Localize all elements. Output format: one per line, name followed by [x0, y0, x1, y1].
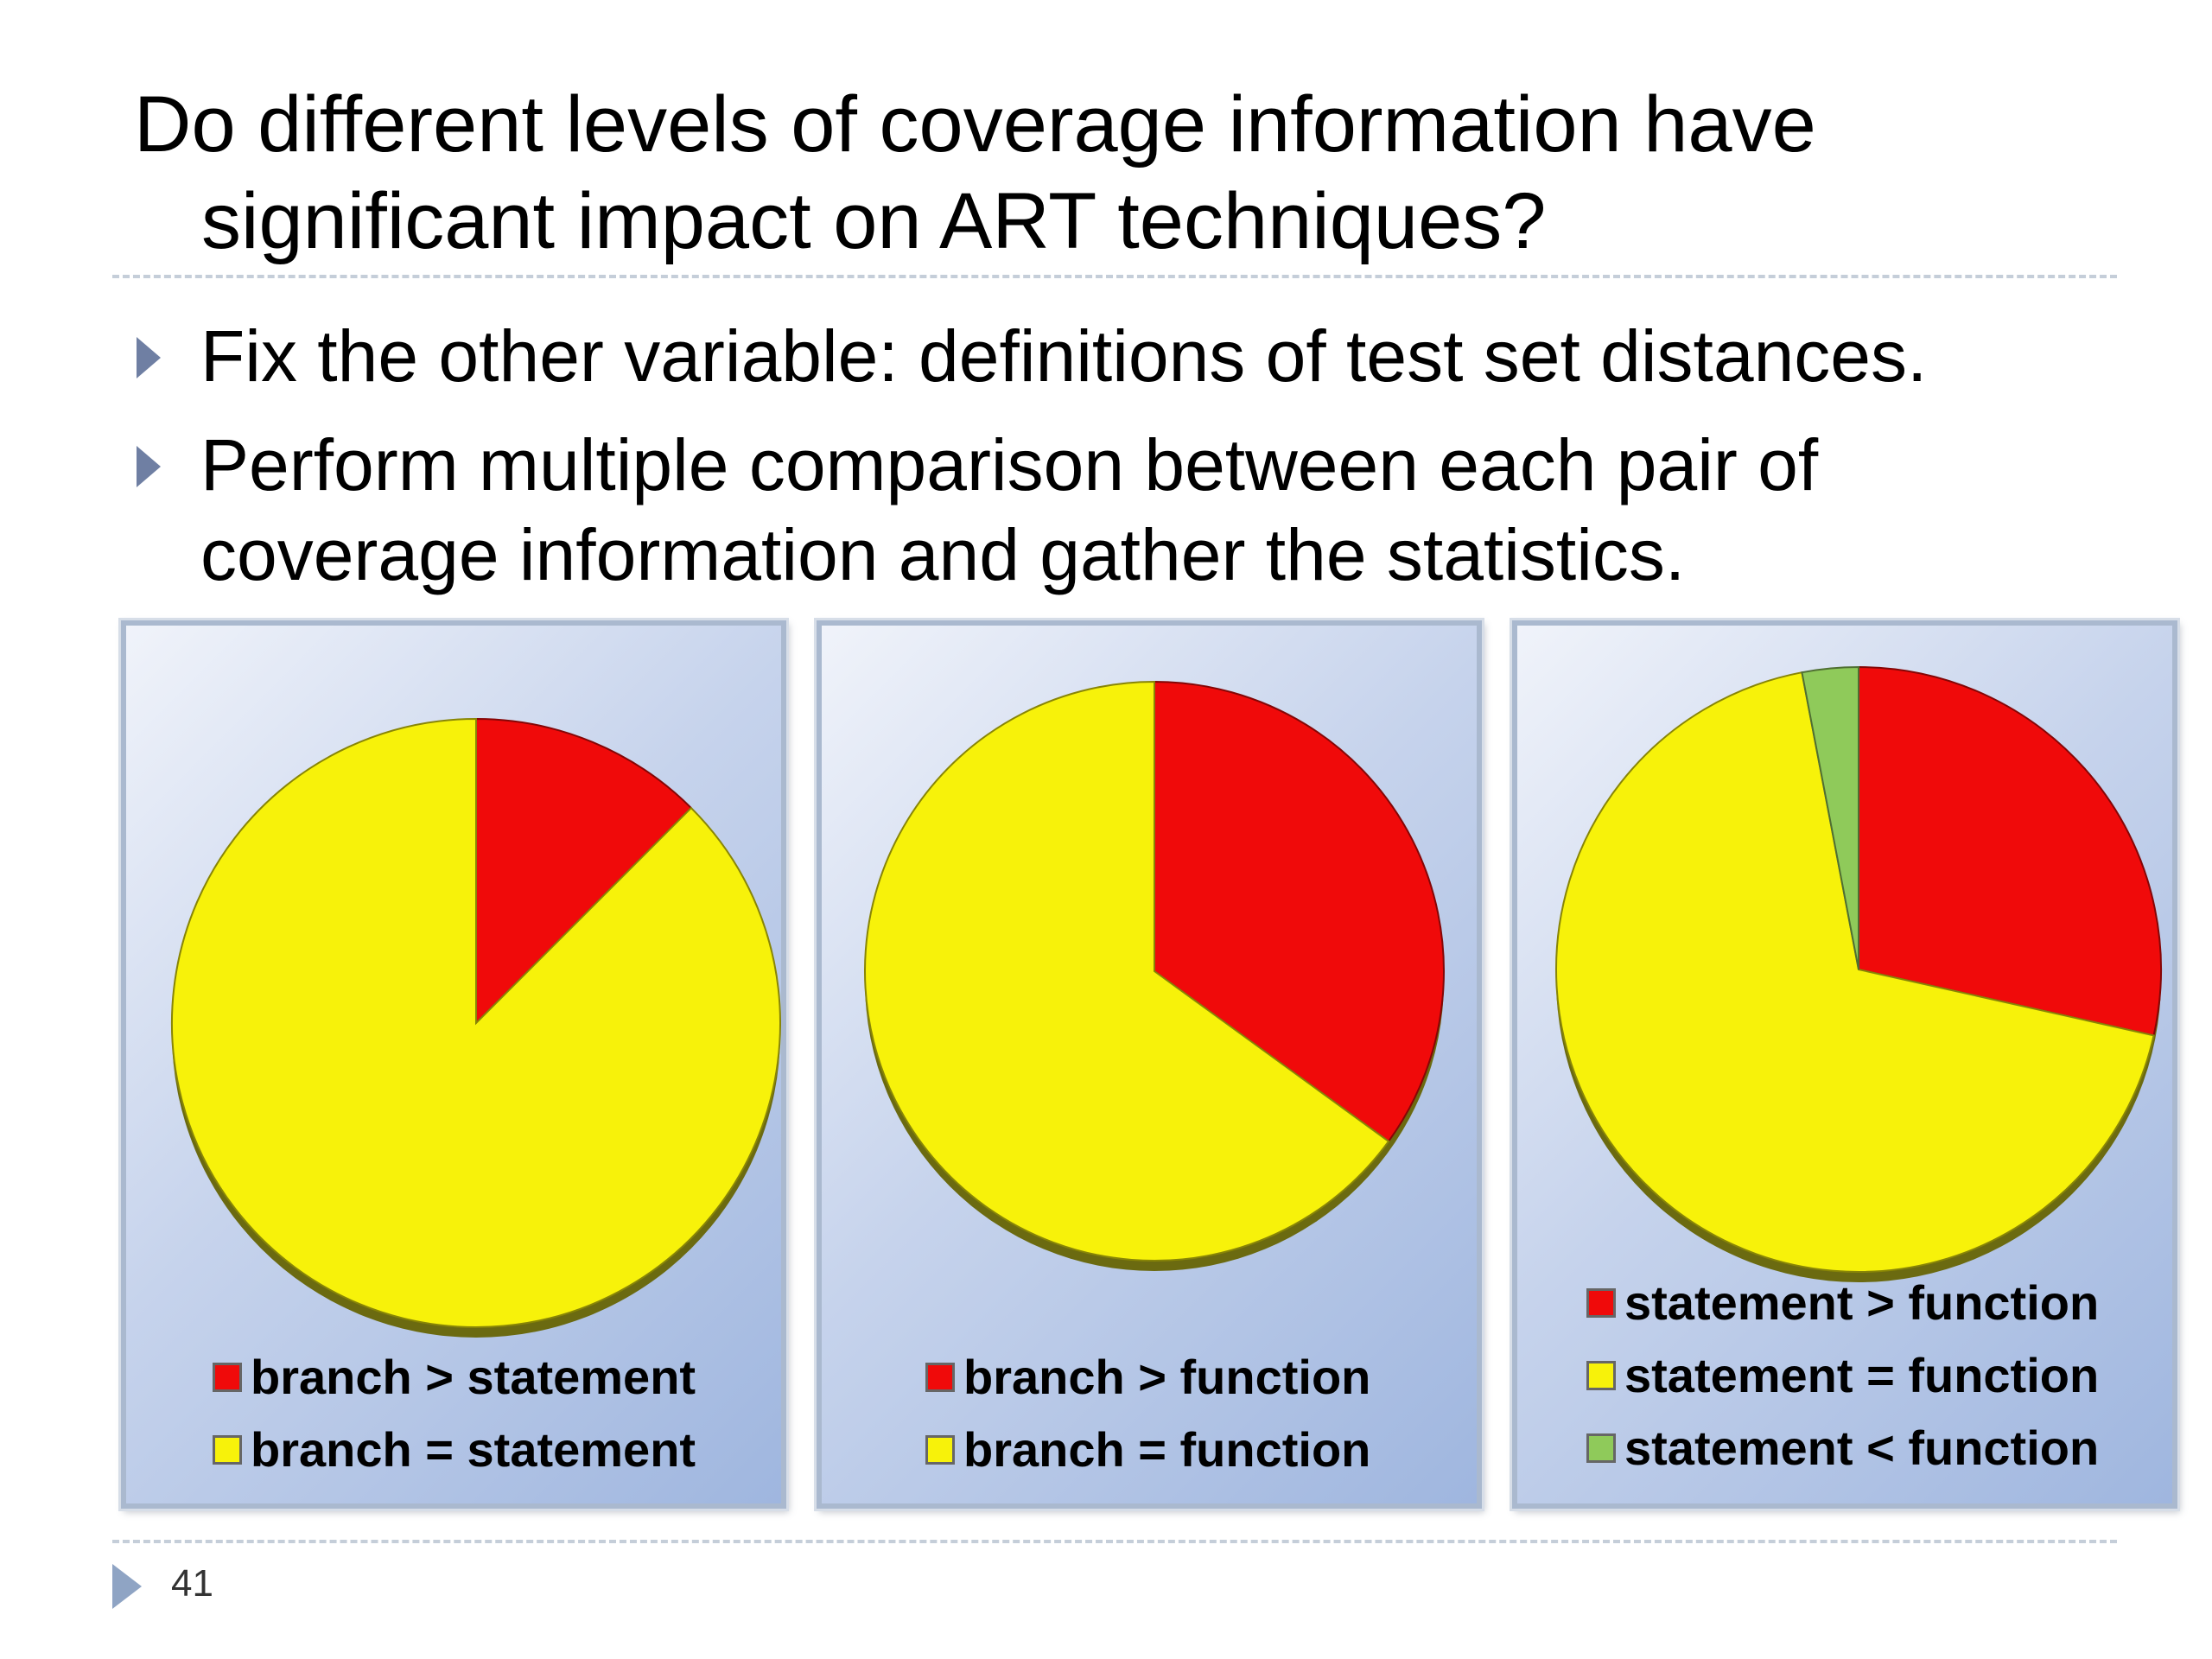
legend-item-branch-eq-statement: branch = statement — [213, 1414, 781, 1486]
legend-statement-vs-function: statement > function statement = function… — [1517, 1267, 2172, 1484]
pie-slice-branch-eq-statement — [171, 717, 781, 1328]
legend-label: branch = function — [963, 1422, 1371, 1477]
pie-chart-branch-vs-statement — [171, 717, 781, 1338]
footer-divider — [112, 1540, 2117, 1543]
bullet-text: Perform multiple comparison between each… — [200, 424, 1819, 595]
legend-swatch — [1586, 1433, 1616, 1463]
slide-title-line-2: significant impact on ART techniques? — [201, 177, 1547, 265]
legend-item-statement-gt-function: statement > function — [1586, 1267, 2172, 1339]
pie-slice-statement-eq-function — [1555, 671, 2155, 1273]
legend-swatch — [925, 1435, 955, 1465]
legend-item-statement-eq-function: statement = function — [1586, 1339, 2172, 1412]
legend-swatch — [213, 1363, 242, 1392]
pie-slice-statement-lt-function — [1801, 665, 1859, 970]
legend-branch-vs-statement: branch > statement branch = statement — [126, 1341, 781, 1486]
pie-slice-branch-eq-function — [864, 680, 1390, 1262]
slide-title: Do different levels of coverage informat… — [134, 76, 2102, 270]
bullet-arrow-icon — [137, 337, 161, 378]
legend-item-branch-gt-function: branch > function — [925, 1341, 1477, 1414]
pie-panel-statement-vs-function: statement > function statement = function… — [1512, 620, 2177, 1509]
legend-label: branch = statement — [251, 1422, 696, 1477]
legend-item-statement-lt-function: statement < function — [1586, 1412, 2172, 1484]
pie-panel-branch-vs-statement: branch > statement branch = statement — [121, 620, 786, 1509]
pie-slice-branch-gt-function — [1154, 680, 1446, 1143]
bullet-item: Perform multiple comparison between each… — [130, 420, 2117, 600]
legend-item-branch-eq-function: branch = function — [925, 1414, 1477, 1486]
title-divider — [112, 275, 2117, 278]
bullet-text: Fix the other variable: definitions of t… — [200, 315, 1928, 397]
bullet-item: Fix the other variable: definitions of t… — [130, 311, 2117, 401]
pie-slice-statement-gt-function — [1858, 665, 2162, 1037]
bullet-arrow-icon — [137, 446, 161, 487]
legend-item-branch-gt-statement: branch > statement — [213, 1341, 781, 1414]
page-number: 41 — [171, 1562, 213, 1605]
footer-arrow-icon — [112, 1564, 142, 1609]
pie-chart-statement-vs-function — [1555, 665, 2162, 1282]
legend-swatch — [925, 1363, 955, 1392]
bullet-list: Fix the other variable: definitions of t… — [130, 311, 2117, 619]
legend-branch-vs-function: branch > function branch = function — [822, 1341, 1477, 1486]
legend-label: statement < function — [1624, 1421, 2100, 1475]
slide-title-line-1: Do different levels of coverage informat… — [134, 80, 1816, 168]
legend-swatch — [213, 1435, 242, 1465]
pie-panel-branch-vs-function: branch > function branch = function — [817, 620, 1482, 1509]
pie-slice-branch-gt-statement — [475, 717, 693, 1026]
pie-chart-branch-vs-function — [864, 680, 1446, 1271]
legend-label: statement = function — [1624, 1348, 2100, 1402]
legend-swatch — [1586, 1361, 1616, 1390]
legend-label: branch > function — [963, 1350, 1371, 1404]
legend-label: branch > statement — [251, 1350, 696, 1404]
legend-swatch — [1586, 1288, 1616, 1318]
legend-label: statement > function — [1624, 1275, 2100, 1330]
